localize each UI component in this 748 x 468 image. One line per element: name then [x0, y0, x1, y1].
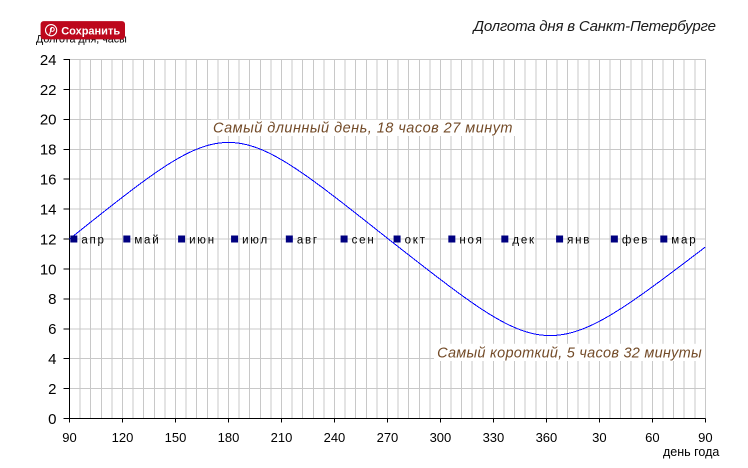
- svg-text:210: 210: [271, 430, 293, 445]
- svg-text:360: 360: [536, 430, 558, 445]
- svg-text:300: 300: [430, 430, 452, 445]
- svg-text:6: 6: [48, 321, 56, 338]
- svg-text:янв: янв: [567, 234, 591, 246]
- svg-text:90: 90: [698, 430, 712, 445]
- svg-text:май: май: [134, 234, 160, 246]
- svg-text:день года: день года: [663, 445, 719, 459]
- svg-text:24: 24: [40, 52, 57, 69]
- svg-text:120: 120: [112, 430, 134, 445]
- svg-text:14: 14: [40, 201, 57, 218]
- svg-text:Сохранить: Сохранить: [61, 26, 120, 38]
- svg-text:мар: мар: [671, 234, 697, 246]
- svg-text:150: 150: [165, 430, 187, 445]
- svg-text:180: 180: [218, 430, 240, 445]
- svg-text:2: 2: [48, 381, 56, 398]
- svg-text:270: 270: [377, 430, 399, 445]
- svg-text:8: 8: [48, 291, 56, 308]
- svg-text:апр: апр: [81, 234, 105, 246]
- svg-text:авг: авг: [297, 234, 319, 246]
- svg-text:0: 0: [48, 411, 56, 428]
- svg-text:дек: дек: [512, 234, 536, 246]
- svg-text:ноя: ноя: [459, 234, 483, 246]
- svg-text:фев: фев: [622, 234, 649, 246]
- svg-text:июн: июн: [189, 234, 216, 246]
- svg-text:20: 20: [40, 112, 57, 129]
- svg-text:240: 240: [324, 430, 346, 445]
- svg-text:60: 60: [645, 430, 659, 445]
- svg-text:18: 18: [40, 142, 57, 159]
- svg-text:30: 30: [592, 430, 606, 445]
- svg-text:окт: окт: [405, 234, 427, 246]
- svg-text:Самый короткий, 5 часов 32 мин: Самый короткий, 5 часов 32 минуты: [437, 345, 702, 361]
- svg-text:22: 22: [40, 82, 57, 99]
- svg-text:июл: июл: [242, 234, 269, 246]
- svg-text:90: 90: [62, 430, 76, 445]
- svg-text:10: 10: [40, 261, 57, 278]
- svg-text:сен: сен: [352, 234, 376, 246]
- svg-text:12: 12: [40, 231, 57, 248]
- svg-text:Долгота дня в Санкт-Петербурге: Долгота дня в Санкт-Петербурге: [471, 18, 715, 35]
- svg-text:16: 16: [40, 172, 57, 189]
- svg-text:4: 4: [48, 351, 56, 368]
- svg-text:330: 330: [483, 430, 505, 445]
- svg-text:Самый длинный день, 18 часов 2: Самый длинный день, 18 часов 27 минут: [213, 121, 513, 137]
